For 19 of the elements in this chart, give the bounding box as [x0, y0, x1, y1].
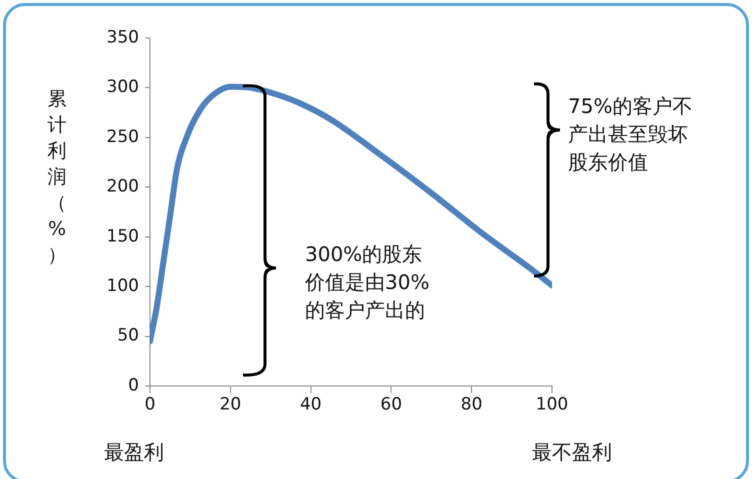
y-tick-label: 350	[106, 27, 139, 48]
x-tick-label: 100	[536, 394, 568, 415]
y-tick-label: 0	[128, 375, 139, 396]
x-tick-label: 40	[300, 394, 322, 415]
text: 最不盈利	[532, 439, 612, 466]
y-tick-label: 150	[106, 226, 139, 246]
text: 最盈利	[104, 439, 164, 466]
x-tick-label: 0	[144, 394, 156, 415]
text: 75%的客户不产出甚至毁坏股东价值	[568, 93, 692, 176]
y-tick-label: 200	[106, 176, 139, 197]
y-tick-label: 100	[106, 276, 139, 296]
y-tick-label: 50	[117, 326, 139, 346]
y-axis-title: 累计利润（%）	[46, 87, 68, 268]
x-tick-label: 20	[220, 394, 242, 415]
y-tick-label: 250	[106, 126, 139, 147]
annotation: 300%的股东价值是由30%的客户产出的	[305, 241, 430, 324]
x-tick-label: 80	[460, 394, 482, 415]
x-tick-label: 60	[380, 394, 402, 415]
y-tick-label: 300	[106, 77, 139, 98]
